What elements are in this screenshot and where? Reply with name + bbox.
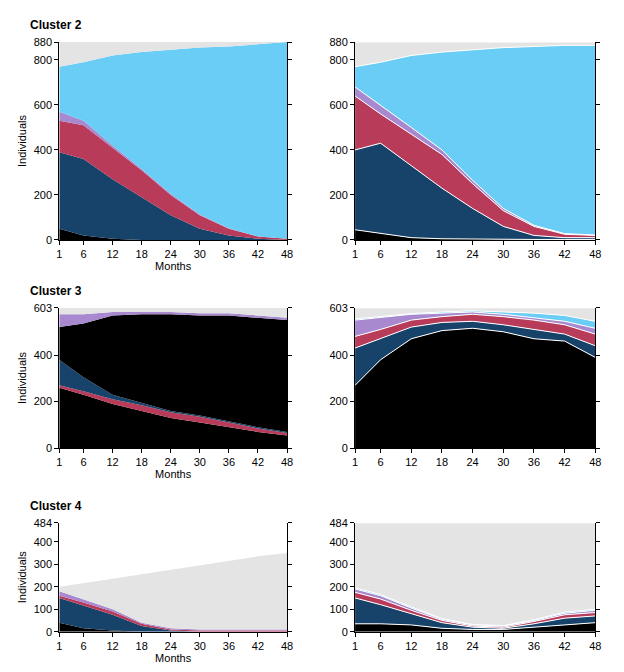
svg-text:24: 24 [165, 456, 177, 468]
svg-text:18: 18 [136, 248, 148, 260]
svg-text:880: 880 [329, 36, 347, 48]
svg-text:42: 42 [252, 640, 264, 652]
svg-text:42: 42 [559, 456, 571, 468]
svg-text:42: 42 [252, 248, 264, 260]
svg-text:42: 42 [559, 248, 571, 260]
svg-text:0: 0 [46, 234, 52, 246]
svg-text:484: 484 [329, 517, 347, 529]
svg-text:880: 880 [34, 36, 52, 48]
svg-text:48: 48 [281, 640, 293, 652]
svg-text:36: 36 [223, 456, 235, 468]
svg-text:800: 800 [329, 54, 347, 66]
svg-text:Individuals: Individuals [16, 114, 28, 166]
svg-text:Months: Months [155, 260, 192, 272]
svg-text:0: 0 [342, 626, 348, 638]
svg-text:603: 603 [34, 302, 52, 314]
svg-text:6: 6 [378, 248, 384, 260]
svg-text:200: 200 [34, 581, 52, 593]
svg-text:Individuals: Individuals [16, 352, 28, 404]
svg-text:100: 100 [34, 603, 52, 615]
svg-text:1: 1 [56, 456, 62, 468]
svg-text:800: 800 [34, 54, 52, 66]
svg-text:48: 48 [281, 456, 293, 468]
svg-text:600: 600 [329, 99, 347, 111]
svg-text:300: 300 [34, 558, 52, 570]
svg-text:1: 1 [56, 248, 62, 260]
svg-text:200: 200 [329, 581, 347, 593]
svg-text:24: 24 [466, 456, 478, 468]
svg-text:1: 1 [56, 640, 62, 652]
svg-text:42: 42 [252, 456, 264, 468]
svg-text:200: 200 [329, 189, 347, 201]
svg-text:18: 18 [136, 456, 148, 468]
svg-text:36: 36 [223, 640, 235, 652]
svg-text:Cluster 2: Cluster 2 [30, 18, 82, 32]
svg-text:0: 0 [342, 442, 348, 454]
svg-text:12: 12 [405, 456, 417, 468]
svg-text:6: 6 [80, 248, 86, 260]
svg-text:18: 18 [436, 456, 448, 468]
svg-text:30: 30 [497, 640, 509, 652]
svg-text:Cluster 4: Cluster 4 [30, 499, 82, 513]
svg-text:30: 30 [497, 248, 509, 260]
svg-text:42: 42 [559, 640, 571, 652]
svg-text:30: 30 [497, 456, 509, 468]
svg-text:36: 36 [528, 456, 540, 468]
svg-text:100: 100 [329, 603, 347, 615]
svg-text:18: 18 [436, 640, 448, 652]
svg-text:48: 48 [589, 456, 601, 468]
svg-text:24: 24 [466, 640, 478, 652]
svg-text:30: 30 [194, 248, 206, 260]
svg-text:6: 6 [80, 640, 86, 652]
svg-text:200: 200 [34, 189, 52, 201]
svg-text:48: 48 [281, 248, 293, 260]
svg-text:24: 24 [165, 640, 177, 652]
svg-text:6: 6 [378, 456, 384, 468]
svg-text:400: 400 [329, 349, 347, 361]
svg-text:400: 400 [34, 349, 52, 361]
svg-text:Months: Months [155, 468, 192, 480]
svg-text:1: 1 [352, 248, 358, 260]
svg-text:0: 0 [46, 442, 52, 454]
svg-text:12: 12 [106, 248, 118, 260]
svg-text:400: 400 [329, 144, 347, 156]
svg-text:0: 0 [46, 626, 52, 638]
svg-text:24: 24 [165, 248, 177, 260]
svg-text:24: 24 [466, 248, 478, 260]
svg-text:1: 1 [352, 640, 358, 652]
svg-text:1: 1 [352, 456, 358, 468]
svg-text:400: 400 [329, 536, 347, 548]
svg-text:18: 18 [136, 640, 148, 652]
svg-text:600: 600 [34, 99, 52, 111]
svg-text:300: 300 [329, 558, 347, 570]
svg-text:Months: Months [155, 652, 192, 664]
svg-text:30: 30 [194, 456, 206, 468]
svg-text:200: 200 [34, 395, 52, 407]
svg-text:200: 200 [329, 395, 347, 407]
svg-text:12: 12 [405, 640, 417, 652]
svg-text:400: 400 [34, 536, 52, 548]
svg-text:603: 603 [329, 302, 347, 314]
svg-text:18: 18 [436, 248, 448, 260]
svg-text:48: 48 [589, 248, 601, 260]
svg-text:6: 6 [80, 456, 86, 468]
svg-text:0: 0 [342, 234, 348, 246]
svg-text:484: 484 [34, 517, 52, 529]
svg-text:12: 12 [405, 248, 417, 260]
svg-text:36: 36 [528, 248, 540, 260]
svg-text:48: 48 [589, 640, 601, 652]
svg-text:Cluster 3: Cluster 3 [30, 284, 82, 298]
svg-text:30: 30 [194, 640, 206, 652]
svg-text:12: 12 [106, 456, 118, 468]
svg-text:6: 6 [378, 640, 384, 652]
svg-text:400: 400 [34, 144, 52, 156]
svg-text:36: 36 [223, 248, 235, 260]
svg-text:12: 12 [106, 640, 118, 652]
svg-text:36: 36 [528, 640, 540, 652]
svg-text:Individuals: Individuals [16, 551, 28, 603]
